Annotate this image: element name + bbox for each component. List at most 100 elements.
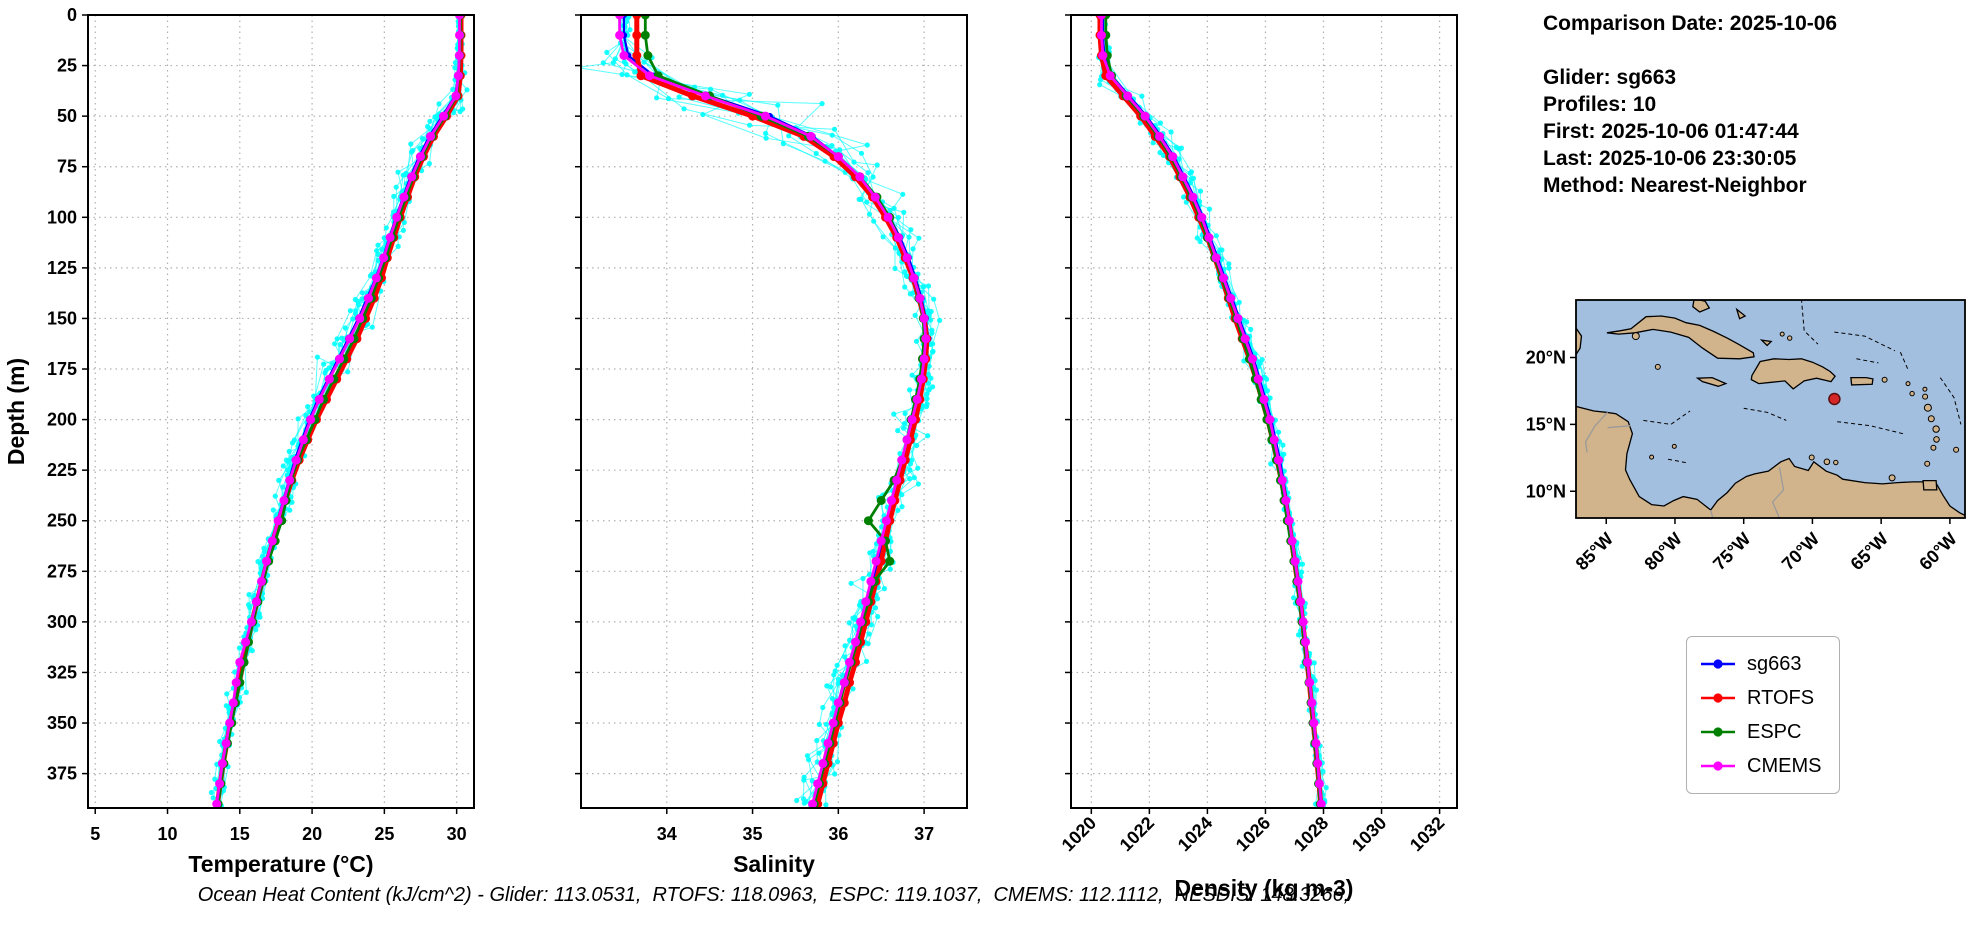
map-inset: 10°N 15°N 20°N 85°W 80°W 75°W 70°W 65°W 60°W	[1526, 299, 1966, 574]
svg-text:65°W: 65°W	[1847, 529, 1892, 574]
ohc-caption: Ocean Heat Content (kJ/cm^2) - Glider: 1…	[197, 884, 1350, 906]
map-land	[1759, 339, 1773, 347]
svg-text:1030: 1030	[1348, 813, 1390, 855]
legend-label: ESPC	[1747, 720, 1802, 743]
legend-item-ESPC: ESPC	[1699, 715, 1821, 749]
legend-marker-icon	[1701, 693, 1735, 703]
legend-marker-icon	[1701, 761, 1735, 771]
map-land	[1750, 358, 1836, 390]
svg-text:20°N: 20°N	[1526, 348, 1566, 368]
svg-text:1024: 1024	[1174, 813, 1216, 855]
glider-location-marker	[1828, 392, 1841, 406]
map-island	[1808, 454, 1815, 461]
svg-text:15: 15	[230, 824, 250, 844]
legend-item-CMEMS: CMEMS	[1699, 749, 1821, 783]
svg-text:75°W: 75°W	[1709, 529, 1754, 574]
svg-text:200: 200	[47, 410, 77, 430]
map-island	[1881, 376, 1888, 383]
legend-label: CMEMS	[1747, 754, 1822, 777]
map-island	[1787, 335, 1793, 341]
map-island	[1905, 381, 1911, 387]
map-maritime-boundary	[1643, 410, 1691, 425]
map-island	[1933, 436, 1940, 443]
svg-text:100: 100	[47, 207, 77, 227]
svg-text:15°N: 15°N	[1526, 414, 1566, 434]
map-maritime-boundary	[1834, 331, 1896, 352]
map-land	[1735, 307, 1747, 320]
map-island	[1671, 443, 1677, 449]
legend-marker-icon	[1701, 727, 1735, 737]
legend-label: sg663	[1747, 652, 1802, 675]
map-land	[1922, 479, 1938, 491]
density-plot: 1020 1022 1024 1026 1028 1030 1032 Density (kg …	[1058, 14, 1458, 901]
info-spacer	[1543, 37, 1837, 64]
density-series-ESPC	[1101, 15, 1325, 808]
temperature-plot-area	[208, 15, 470, 808]
svg-text:1032: 1032	[1406, 813, 1448, 855]
svg-text:5: 5	[90, 824, 100, 844]
map-island	[1953, 446, 1960, 453]
svg-text:Salinity: Salinity	[733, 851, 815, 877]
map-island	[1923, 403, 1932, 412]
map-border-line	[1607, 425, 1632, 429]
map-border-line	[1771, 467, 1785, 518]
map-island	[1930, 444, 1937, 451]
svg-text:20: 20	[302, 824, 322, 844]
density-series-sg663	[1099, 15, 1326, 808]
svg-text:325: 325	[47, 662, 77, 682]
map-island	[1924, 460, 1931, 467]
density-plot-area	[1095, 15, 1329, 808]
map-island	[1909, 390, 1915, 397]
info-panel: Comparison Date: 2025-10-06 Glider: sg66…	[1543, 10, 1837, 199]
svg-text:37: 37	[914, 824, 934, 844]
salinity-series-CMEMS	[615, 15, 931, 808]
first-profile-time-text: First: 2025-10-06 01:47:44	[1543, 120, 1799, 143]
legend-label: RTOFS	[1747, 686, 1815, 709]
salinity-plot: 34 35 36 37 Salinity	[575, 14, 968, 877]
svg-text:50: 50	[57, 106, 77, 126]
map-land	[1695, 376, 1728, 387]
svg-text:350: 350	[47, 713, 77, 733]
map-maritime-boundary	[1743, 407, 1787, 421]
svg-text:250: 250	[47, 511, 77, 531]
svg-text:10°N: 10°N	[1526, 481, 1566, 501]
density-raw-scatter	[1096, 15, 1329, 808]
method-text: Method: Nearest-Neighbor	[1543, 174, 1807, 197]
map-island	[1927, 415, 1935, 423]
svg-text:70°W: 70°W	[1778, 529, 1823, 574]
legend-item-sg663: sg663	[1699, 647, 1821, 681]
map-island	[1922, 386, 1928, 392]
svg-text:36: 36	[828, 824, 848, 844]
glider-name-text: Glider: sg663	[1543, 66, 1677, 89]
map-maritime-boundary	[1856, 358, 1879, 364]
map-island	[1649, 454, 1655, 460]
map-island	[1654, 363, 1661, 370]
map-island	[1631, 332, 1640, 341]
svg-text:375: 375	[47, 764, 77, 784]
map-island	[1823, 458, 1831, 466]
temperature-series-CMEMS	[212, 15, 464, 808]
svg-text:80°W: 80°W	[1640, 529, 1685, 574]
svg-text:25: 25	[374, 824, 394, 844]
svg-text:1022: 1022	[1116, 813, 1158, 855]
legend-item-RTOFS: RTOFS	[1699, 681, 1821, 715]
map-maritime-boundary	[1899, 351, 1910, 372]
map-land	[1576, 326, 1583, 356]
svg-text:275: 275	[47, 561, 77, 581]
salinity-series-RTOFS	[632, 15, 932, 808]
map-island	[1779, 331, 1785, 337]
svg-text:34: 34	[657, 824, 677, 844]
map-maritime-boundary	[1939, 377, 1962, 425]
svg-text:175: 175	[47, 359, 77, 379]
salinity-raw-scatter	[581, 15, 943, 808]
legend-marker-icon	[1701, 659, 1735, 669]
svg-text:300: 300	[47, 612, 77, 632]
svg-text:75: 75	[57, 157, 77, 177]
svg-text:0: 0	[67, 5, 77, 25]
svg-text:1026: 1026	[1232, 813, 1274, 855]
svg-text:10: 10	[157, 824, 177, 844]
map-island	[1922, 393, 1929, 400]
svg-text:35: 35	[743, 824, 763, 844]
